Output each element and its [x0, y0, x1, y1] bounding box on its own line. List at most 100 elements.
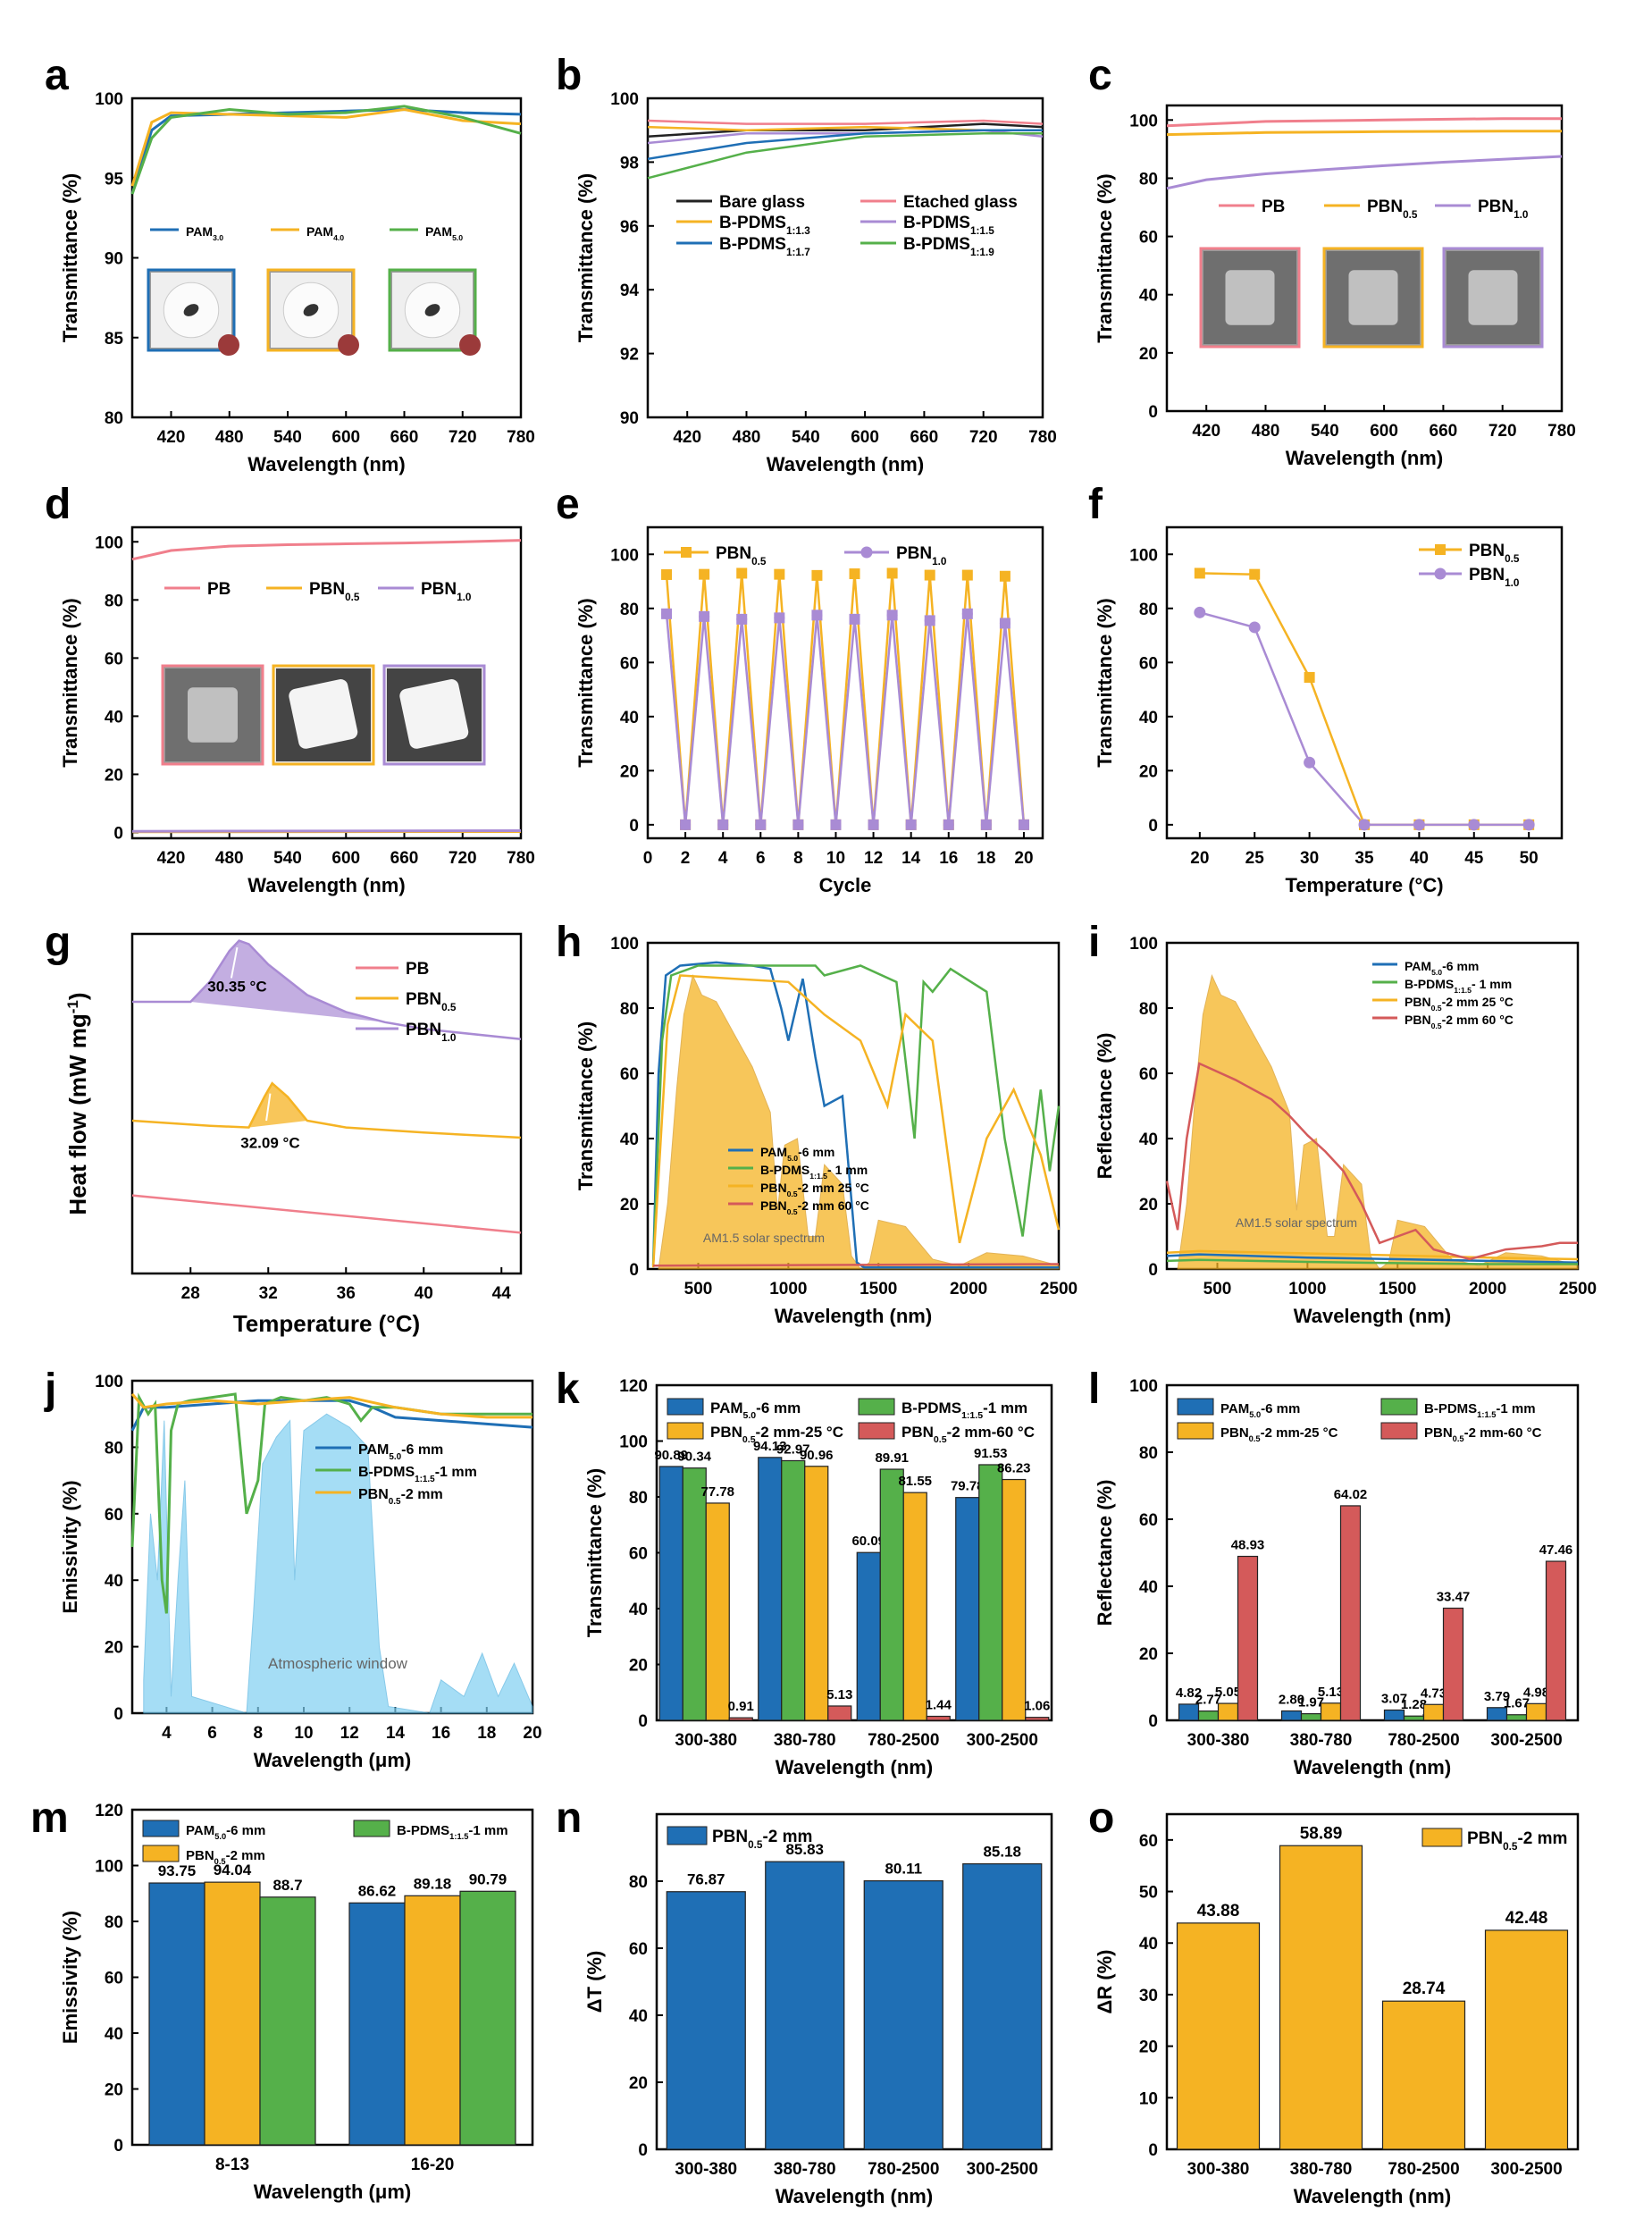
y-tick-label: 40 [105, 2025, 123, 2044]
data-point [924, 569, 935, 581]
series-line [1166, 130, 1562, 137]
bar [728, 1717, 753, 1721]
annotation-arrow [265, 1093, 272, 1122]
legend-label: B-PDMS1:1.5-1 mm [358, 1465, 477, 1484]
series-line [131, 1081, 522, 1139]
legend-swatch [667, 1422, 704, 1440]
y-tick-label: 60 [620, 654, 639, 673]
y-tick-label: 60 [105, 1506, 123, 1525]
panel-g: g 28 32 36 40 44 Temperature (°C) Heat flow (mW… [45, 919, 523, 1337]
data-point [717, 819, 729, 830]
series-line [132, 939, 522, 1041]
panel-k: k 0 20 40 60 80 100 120 Wavelength (nm) Transmitt… [556, 1366, 1053, 1778]
bar [1505, 1714, 1528, 1721]
bar [404, 1895, 461, 2146]
category-label: 780-2500 [868, 2160, 939, 2179]
bar-value-label: 92.97 [776, 1442, 810, 1457]
bar [705, 1502, 730, 1721]
y-axis-label: Heat flow (mW mg-1) [64, 992, 92, 1215]
bar-value-label: 4.73 [1421, 1685, 1447, 1701]
spectrum-annotation: AM1.5 solar spectrum [1236, 1215, 1357, 1230]
bar-value-label: 77.78 [700, 1484, 734, 1500]
bar [902, 1492, 927, 1721]
y-tick-label: 0 [638, 1712, 648, 1731]
x-tick-label: 500 [1203, 1280, 1232, 1299]
sample-leaf [303, 304, 319, 316]
bar [1339, 1505, 1362, 1721]
y-tick-label: 100 [619, 1433, 648, 1452]
x-tick-label: 35 [1354, 849, 1374, 868]
bar [879, 1468, 904, 1721]
bar [955, 1497, 980, 1721]
legend-label: PBN1.0 [1478, 198, 1529, 221]
x-axis-label: Wavelength (μm) [254, 1749, 411, 1771]
panel-c: c 0 20 40 60 80 100 420 480 540 600 660 720 780 Wavele… [1088, 52, 1576, 469]
y-tick-label: 20 [1139, 2038, 1158, 2057]
data-point [980, 819, 992, 830]
data-point [999, 618, 1010, 629]
bar-value-label: 3.07 [1381, 1691, 1407, 1706]
y-tick-label: 0 [1148, 2141, 1158, 2160]
series-line [1166, 1249, 1579, 1261]
bar-value-label: 42.48 [1505, 1909, 1548, 1928]
bar-value-label: 43.88 [1197, 1902, 1240, 1921]
x-axis-label: Wavelength (nm) [1294, 1756, 1451, 1778]
bar [1197, 1710, 1220, 1721]
legend-swatch [1421, 1828, 1463, 1847]
y-tick-label: 20 [105, 766, 123, 785]
data-point [736, 567, 748, 579]
data-point [961, 569, 973, 581]
bar [1422, 1703, 1445, 1721]
peak-area [248, 1083, 307, 1128]
panel-letter: m [30, 1795, 69, 1842]
x-axis-label: Wavelength (nm) [247, 874, 405, 896]
data-point [943, 819, 954, 830]
plot-frame [1165, 1383, 1580, 1722]
legend-label: PBN0.5 [1469, 542, 1520, 565]
category-label: 300-2500 [1490, 1731, 1562, 1750]
legend-label: PBN0.5-2 mm-60 °C [901, 1424, 1035, 1445]
bar-value-label: 33.47 [1437, 1589, 1471, 1604]
data-point [849, 568, 860, 580]
legend-label: B-PDMS1:1.3 [719, 214, 810, 237]
legend-label: PB [1262, 198, 1285, 216]
x-tick-label: 2500 [1040, 1280, 1078, 1299]
category-label: 300-380 [1187, 2160, 1250, 2179]
y-tick-label: 40 [629, 2007, 648, 2026]
x-tick-label: 14 [386, 1724, 406, 1743]
y-tick-label: 0 [113, 824, 123, 843]
y-tick-label: 80 [1139, 1444, 1158, 1463]
y-tick-label: 40 [1139, 1935, 1158, 1954]
y-tick-label: 60 [105, 1970, 123, 1988]
legend-label: PBN0.5-2 mm [358, 1487, 443, 1507]
x-tick-label: 32 [259, 1284, 278, 1303]
panel-e: e 0 20 40 60 80 100 0 2 4 6 8 10 12 14 16 18 20 Cycle Trans… [556, 481, 1044, 896]
category-label: 380-780 [774, 2160, 836, 2179]
x-tick-label: 40 [1410, 849, 1429, 868]
y-tick-label: 80 [629, 1873, 648, 1892]
panel-letter: g [45, 919, 71, 966]
category-label: 300-380 [1187, 1731, 1250, 1750]
x-tick-label: 16 [939, 849, 958, 868]
x-tick-label: 780 [1547, 422, 1576, 441]
series-line [131, 539, 522, 561]
y-axis-label: Transmittance (%) [583, 1468, 606, 1638]
series-line [1199, 572, 1530, 827]
bar-value-label: 5.13 [826, 1687, 852, 1702]
bar-value-label: 85.83 [785, 1841, 824, 1858]
x-tick-label: 720 [969, 428, 998, 447]
y-tick-label: 0 [629, 817, 639, 836]
x-tick-label: 780 [507, 849, 535, 868]
data-point [868, 819, 879, 830]
panel-i: i 0 20 40 60 80 100 500 1000 1500 2000 2500 Waveleng… [1088, 919, 1597, 1327]
bar-value-label: 88.7 [273, 1877, 302, 1894]
y-tick-label: 60 [105, 650, 123, 668]
x-tick-label: 44 [492, 1284, 512, 1303]
y-tick-label: 0 [638, 2141, 648, 2160]
panel-letter: j [44, 1366, 56, 1413]
window-annotation: Atmospheric window [268, 1655, 408, 1672]
x-tick-label: 420 [1192, 422, 1220, 441]
bar-value-label: 5.13 [1318, 1685, 1344, 1700]
y-tick-label: 20 [629, 1657, 648, 1676]
y-tick-label: 0 [1148, 1712, 1158, 1731]
